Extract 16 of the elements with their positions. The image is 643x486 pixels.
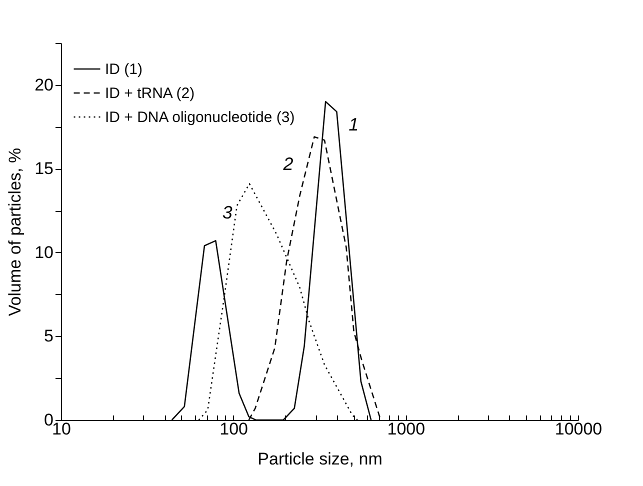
y-tick-label: 10 <box>34 242 54 262</box>
x-axis-title: Particle size, nm <box>258 450 382 468</box>
x-tick-label: 1000 <box>387 420 426 438</box>
y-axis-title: Volume of particles, % <box>6 148 25 316</box>
y-tick-label: 20 <box>34 75 54 94</box>
legend-label: ID + DNA oligonucleotide (3) <box>105 109 295 126</box>
y-tick-label: 0 <box>44 410 54 430</box>
annotation: 3 <box>222 202 232 223</box>
legend-label: ID + tRNA (2) <box>105 85 195 102</box>
annotation: 1 <box>348 114 359 135</box>
y-tick-label: 15 <box>34 159 54 178</box>
legend-label: ID (1) <box>105 61 143 78</box>
x-tick-label: 10000 <box>554 420 602 438</box>
annotation: 2 <box>282 154 294 174</box>
x-tick-label: 100 <box>220 420 248 438</box>
y-tick-label: 5 <box>44 326 54 346</box>
